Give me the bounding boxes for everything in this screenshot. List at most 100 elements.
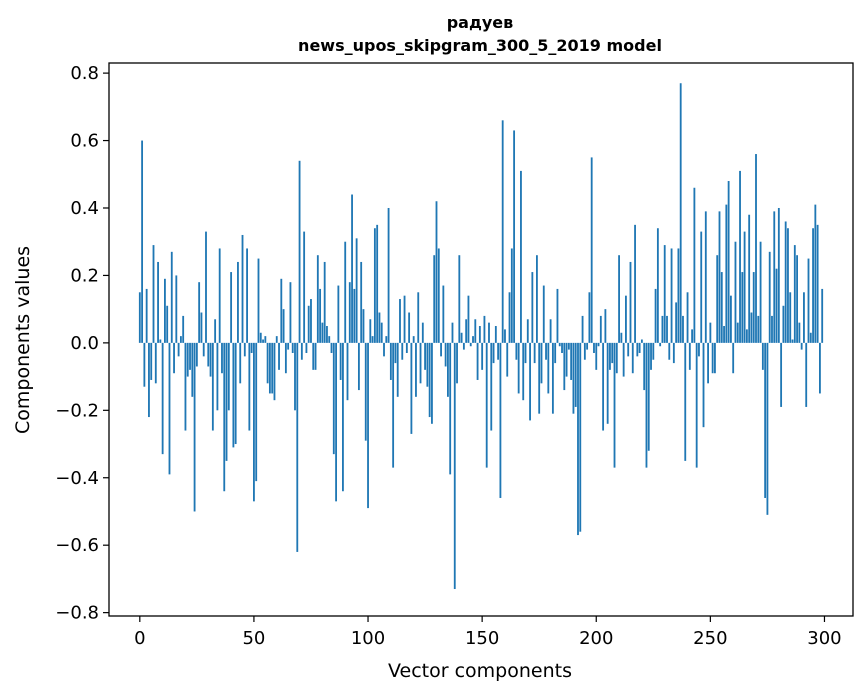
bar: [399, 299, 401, 343]
bar: [141, 140, 144, 343]
bar: [198, 282, 201, 343]
bar: [787, 228, 789, 343]
y-tick-label: 0.8: [70, 63, 99, 84]
bar: [389, 342, 392, 380]
bar: [476, 342, 479, 380]
bar: [369, 319, 372, 343]
bar: [727, 181, 730, 343]
y-axis-ticks: 0.8 0.6 0.4 0.2 0.0 −0.2 −0.4 −0.6 −0.8: [55, 63, 109, 624]
bar: [326, 326, 328, 343]
bar: [572, 342, 575, 414]
bar: [168, 342, 171, 475]
x-tick-label: 200: [579, 628, 613, 649]
bar: [764, 342, 767, 498]
bar: [264, 336, 267, 343]
bar: [378, 312, 381, 343]
bar: [319, 288, 322, 343]
chart-title: радуев: [447, 13, 514, 32]
bar: [394, 342, 397, 364]
bar: [426, 342, 429, 387]
bar: [209, 342, 212, 377]
bar: [367, 342, 369, 509]
bar: [273, 342, 276, 401]
bar: [599, 315, 602, 343]
y-axis-label: Components values: [12, 246, 34, 434]
bar: [462, 342, 465, 350]
bar: [789, 292, 792, 343]
bar: [182, 315, 185, 343]
bar: [437, 248, 440, 343]
bar: [335, 342, 337, 502]
bar: [328, 336, 331, 343]
bar: [807, 258, 810, 343]
bar: [526, 319, 529, 343]
bar: [387, 207, 390, 343]
bar: [449, 342, 452, 475]
bar: [768, 251, 771, 343]
bar: [611, 342, 614, 364]
bar: [556, 288, 559, 343]
bar: [207, 342, 210, 367]
bar: [602, 342, 605, 431]
bar: [175, 275, 178, 343]
bar: [303, 231, 306, 343]
bar: [542, 285, 545, 343]
bar: [734, 241, 737, 343]
bar: [330, 342, 333, 353]
bar: [145, 288, 148, 343]
bar: [759, 241, 762, 343]
bar: [148, 342, 150, 418]
bar: [362, 309, 365, 343]
bar: [275, 336, 278, 343]
bar: [150, 342, 153, 380]
bar: [682, 315, 684, 343]
bar: [634, 224, 636, 343]
bar: [499, 342, 502, 498]
y-tick-label: −0.2: [55, 400, 99, 421]
bar: [154, 342, 157, 384]
bar: [421, 322, 424, 343]
bar: [643, 342, 646, 391]
bar: [456, 342, 458, 384]
bar: [720, 272, 723, 343]
bar: [458, 255, 461, 343]
bar: [618, 255, 620, 343]
bar: [371, 336, 374, 343]
bar: [353, 288, 356, 343]
bar: [157, 261, 159, 343]
bar: [579, 342, 582, 532]
bar: [709, 322, 712, 343]
bar: [332, 342, 335, 455]
bar: [631, 342, 634, 374]
bar: [310, 299, 312, 343]
bar: [517, 342, 520, 394]
bar: [620, 332, 623, 343]
bar: [798, 322, 801, 343]
bar: [257, 258, 260, 343]
bar: [415, 342, 417, 397]
bar: [357, 342, 360, 391]
plot-frame: [108, 62, 854, 617]
bar: [405, 342, 408, 353]
bar: [668, 342, 671, 360]
bar: [567, 342, 570, 350]
bar: [629, 261, 632, 343]
bar: [278, 342, 280, 370]
bar: [570, 342, 573, 380]
bar: [780, 342, 783, 407]
bar: [647, 342, 650, 451]
bar: [159, 339, 162, 343]
bar: [255, 342, 258, 482]
bar: [547, 342, 550, 394]
bar: [574, 342, 577, 407]
bar: [581, 315, 584, 343]
bar: [691, 329, 694, 343]
bar: [497, 342, 500, 360]
bar: [312, 342, 315, 370]
bar: [364, 342, 367, 441]
bar: [551, 342, 554, 414]
bar: [410, 342, 413, 434]
bar: [688, 342, 691, 370]
bar: [385, 336, 388, 343]
bar: [745, 329, 748, 343]
